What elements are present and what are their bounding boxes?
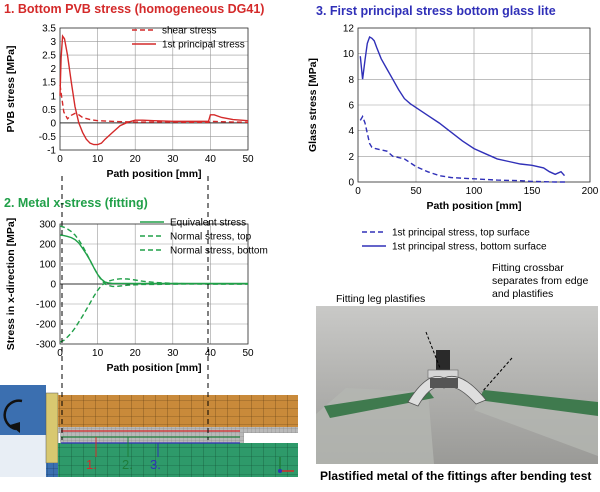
photo-label-crossbar: Fitting crossbar separates from edge and… [492, 262, 588, 301]
photo-label-crossbar-line: Fitting crossbar [492, 262, 564, 274]
photo-caption: Plastified metal of the fittings after b… [320, 469, 592, 483]
glass-stress-chart: 0 50 100 150 200 0 2 4 6 8 10 12 Path position [mm] G… [307, 24, 599, 253]
y-axis-label: Stress in x-direction [MPa] [5, 218, 17, 350]
y-tick-label: -100 [36, 300, 56, 311]
legend-label: shear stress [162, 26, 216, 37]
y-tick-label: -300 [36, 340, 56, 351]
y-tick-label: 10 [343, 49, 355, 60]
pvb-chart-title: 1. Bottom PVB stress (homogeneous DG41) [4, 2, 265, 16]
y-tick-label: 0 [50, 280, 56, 291]
x-tick-label: 200 [582, 186, 599, 197]
fitting-leg-mesh [60, 433, 244, 443]
x-tick-label: 30 [167, 154, 179, 165]
y-tick-label: 3.5 [42, 24, 56, 35]
left-glass-edge [324, 390, 434, 418]
x-tick-label: 50 [242, 348, 254, 359]
x-tick-label: 50 [410, 186, 422, 197]
y-tick-label: 0 [348, 178, 354, 189]
x-tick-label: 10 [92, 348, 104, 359]
x-tick-label: 40 [205, 154, 217, 165]
y-axis-label: PVB stress [MPa] [5, 46, 17, 133]
y-tick-label: 1.5 [42, 78, 56, 89]
y-tick-label: 2.5 [42, 51, 56, 62]
metal-stress-chart: 0 10 20 30 40 50 -300 -200 -100 0 100 200 300 Path po… [5, 218, 268, 375]
pvb-layer-mesh [58, 427, 298, 433]
x-tick-label: 50 [242, 154, 254, 165]
x-tick-label: 0 [57, 348, 63, 359]
series-line-pvb-1 [59, 34, 249, 146]
series-line-metal-0 [59, 234, 248, 285]
y-tick-label: 300 [39, 220, 56, 231]
legend-label: 1st principal stress, top surface [392, 228, 530, 239]
legend-label: 1st principal stress [162, 40, 245, 51]
legend-label: Normal stress, top [170, 232, 252, 243]
x-axis-label: Path position [mm] [426, 200, 521, 212]
fe-mesh-illustration: 1. 2. 3. [0, 385, 304, 477]
y-tick-label: 0 [50, 118, 56, 129]
y-tick-label: 8 [348, 75, 354, 86]
fitting-photo [316, 306, 598, 464]
legend-label: 1st principal stress, bottom surface [392, 242, 547, 253]
y-tick-label: -1 [47, 146, 56, 157]
y-tick-label: 0.5 [42, 105, 56, 116]
series-line-glass-0 [359, 114, 567, 183]
y-tick-label: 12 [343, 24, 355, 35]
legend-label: Normal stress, bottom [170, 246, 268, 257]
x-tick-label: 20 [130, 154, 142, 165]
y-tick-label: 2 [348, 152, 354, 163]
legend-label: Equivalent stress [170, 218, 246, 229]
mesh-label-1: 1. [86, 457, 97, 472]
top-glass-mesh [58, 395, 298, 427]
y-axis-label: Glass stress [MPa] [307, 58, 319, 152]
photo-label-crossbar-line: and plastifies [492, 288, 554, 300]
x-tick-label: 10 [92, 154, 104, 165]
photo-label-crossbar-line: separates from edge [492, 275, 589, 287]
x-axis-label: Path position [mm] [106, 362, 201, 374]
right-glass-edge [478, 390, 598, 416]
fitting-block [0, 385, 46, 435]
x-tick-label: 40 [205, 348, 217, 359]
mesh-label-3: 3. [150, 457, 161, 472]
y-tick-label: -0.5 [39, 132, 57, 143]
series-line-pvb-0 [59, 84, 249, 123]
x-tick-label: 100 [466, 186, 483, 197]
y-tick-label: -200 [36, 320, 56, 331]
x-tick-label: 30 [167, 348, 179, 359]
mesh-label-2: 2. [122, 457, 133, 472]
photo-label-leg: Fitting leg plastifies [336, 293, 426, 305]
y-tick-label: 2 [50, 64, 56, 75]
y-tick-label: 200 [39, 240, 56, 251]
x-tick-label: 0 [57, 154, 63, 165]
y-tick-label: 100 [39, 260, 56, 271]
bottom-glass-mesh [58, 443, 298, 477]
series-line-metal-1 [59, 225, 248, 288]
x-axis-label: Path position [mm] [106, 168, 201, 180]
y-tick-label: 1 [50, 91, 56, 102]
y-tick-label: 4 [348, 126, 354, 137]
y-tick-label: 6 [348, 101, 354, 112]
glass-chart-title: 3. First principal stress bottom glass l… [316, 4, 556, 18]
series-line-glass-1 [359, 35, 566, 177]
rotation-arrow-icon [3, 399, 23, 431]
x-tick-label: 0 [355, 186, 361, 197]
series-line-metal-2 [59, 278, 248, 343]
x-tick-label: 150 [524, 186, 541, 197]
y-tick-label: 3 [50, 37, 56, 48]
metal-chart-title: 2. Metal x-stress (fitting) [4, 196, 148, 210]
plot-frame [357, 27, 591, 183]
axis-triad-icon [278, 457, 294, 473]
x-tick-label: 20 [130, 348, 142, 359]
